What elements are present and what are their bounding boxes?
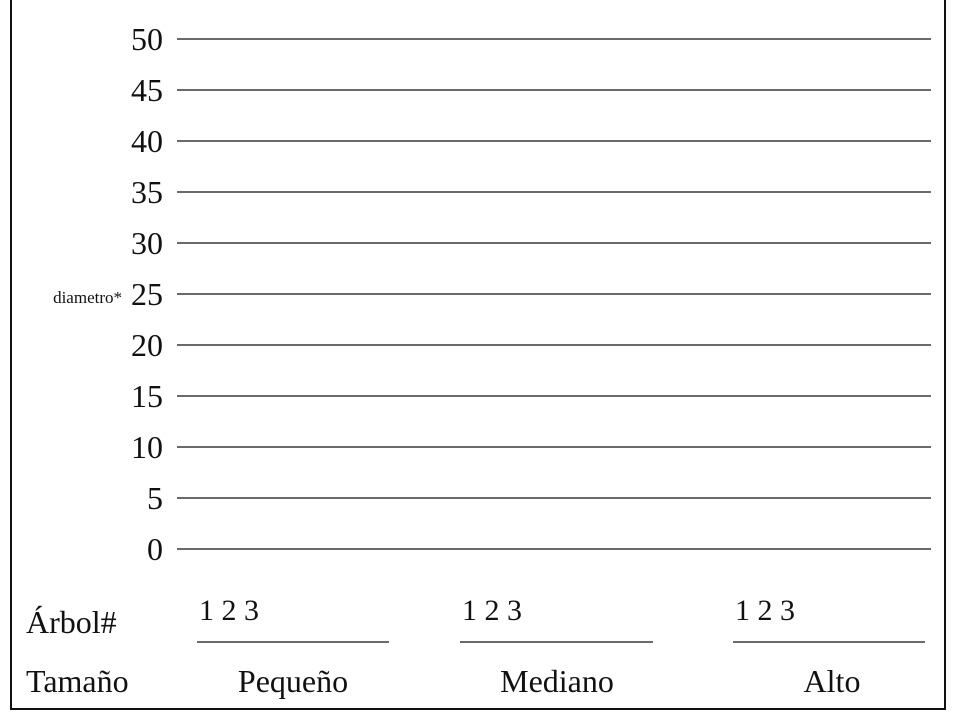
y-tick-label: 45 (131, 72, 163, 108)
y-tick-label: 40 (131, 123, 163, 159)
y-tick-label: 35 (131, 174, 163, 210)
tree-numbers: 1 2 3 (735, 594, 795, 627)
chart-frame (10, 0, 946, 710)
tree-numbers: 1 2 3 (199, 594, 259, 627)
tree-numbers: 1 2 3 (462, 594, 522, 627)
y-tick-label: 0 (147, 531, 163, 567)
y-tick-label: 30 (131, 225, 163, 261)
size-row-label: Tamaño (26, 663, 129, 699)
y-tick-label: 25 (131, 276, 163, 312)
size-category-label: Mediano (500, 663, 614, 699)
category-groups: 1 2 3 Pequeño 1 2 3 Mediano 1 2 3 Alto (197, 594, 925, 699)
size-category-label: Pequeño (238, 663, 348, 699)
y-tick-label: 50 (131, 21, 163, 57)
group-alto: 1 2 3 Alto (733, 594, 925, 699)
size-category-label: Alto (804, 663, 861, 699)
group-mediano: 1 2 3 Mediano (460, 594, 653, 699)
y-tick-label: 15 (131, 378, 163, 414)
y-tick-labels: 0 5 10 15 20 25 30 35 40 45 50 (131, 21, 163, 567)
y-tick-label: 10 (131, 429, 163, 465)
y-tick-label: 5 (147, 480, 163, 516)
grid-lines (177, 38, 931, 550)
group-pequeño: 1 2 3 Pequeño (197, 594, 389, 699)
y-tick-label: 20 (131, 327, 163, 363)
y-axis-label: diametro* (53, 288, 122, 307)
tree-row-label: Árbol# (26, 604, 117, 640)
